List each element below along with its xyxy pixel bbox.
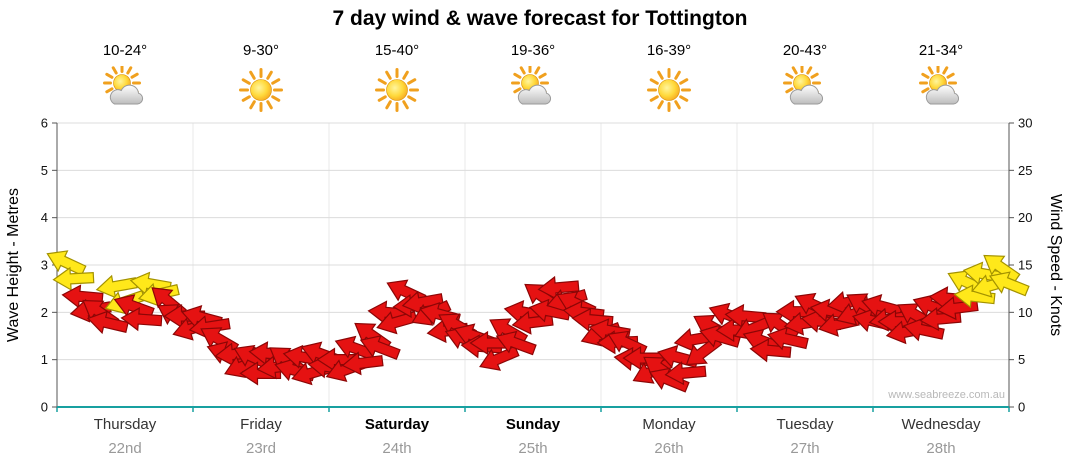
day-label: Wednesday 28th — [901, 416, 981, 457]
day-label: Sunday 25th — [505, 416, 561, 457]
right-axis-tick-label: 20 — [1018, 210, 1032, 225]
right-axis-tick-label: 30 — [1018, 116, 1032, 131]
sun-rays — [239, 68, 283, 112]
sun-cloud-icon — [57, 66, 193, 114]
left-axis-tick-label: 3 — [41, 258, 48, 273]
sun-icon — [193, 66, 329, 114]
wind-arrow — [113, 294, 155, 319]
left-axis-tick-label: 2 — [41, 305, 48, 320]
temperature-range: 9-30° — [242, 42, 280, 59]
cloud — [517, 84, 552, 105]
day-label: Monday 26th — [642, 416, 696, 457]
wind-arrow — [95, 274, 138, 299]
wind-arrow — [341, 351, 384, 376]
right-axis-tick-label: 25 — [1018, 163, 1032, 178]
forecast-day-column: 20-43° — [737, 42, 873, 114]
wind-arrow — [766, 326, 809, 351]
temperature-range: 21-34° — [918, 42, 964, 59]
sun-cloud-icon — [737, 66, 873, 114]
wind-arrow — [902, 317, 945, 342]
left-axis-tick-label: 5 — [41, 163, 48, 178]
left-axis-tick-label: 6 — [41, 116, 48, 131]
sun-icon — [601, 66, 737, 114]
wind-arrow — [537, 275, 580, 300]
right-axis-tick-label: 15 — [1018, 258, 1032, 273]
right-axis-tick-label: 0 — [1018, 400, 1025, 415]
sun-icon — [329, 66, 465, 114]
wind-arrow — [359, 335, 401, 360]
day-label: Thursday 22nd — [93, 416, 157, 457]
wind-arrow — [724, 303, 767, 328]
wind-arrow — [983, 254, 1021, 284]
forecast-day-column: 16-39° — [601, 42, 737, 114]
forecast-day-column: 15-40° — [329, 42, 465, 114]
temperature-range: 10-24° — [102, 42, 148, 59]
day-label: Tuesday 27th — [776, 416, 834, 457]
sun-rays — [647, 68, 691, 112]
day-label: Friday 23rd — [240, 416, 282, 457]
forecast-day-column: 10-24° — [57, 42, 193, 114]
right-axis-tick-label: 5 — [1018, 352, 1025, 367]
wind-arrow — [120, 307, 163, 332]
left-axis-tick-label: 4 — [41, 210, 48, 225]
cloud — [109, 84, 144, 105]
page-title: 7 day wind & wave forecast for Tottingto… — [332, 7, 748, 30]
left-axis-tick-label: 0 — [41, 400, 48, 415]
sun-cloud-icon — [465, 66, 601, 114]
temperature-range: 19-36° — [510, 42, 556, 59]
temperature-range: 20-43° — [782, 42, 828, 59]
wind-arrow — [52, 266, 95, 291]
forecast-day-column: 21-34° — [873, 42, 1009, 114]
right-axis-tick-label: 10 — [1018, 305, 1032, 320]
cloud — [925, 84, 960, 105]
temperature-range: 16-39° — [646, 42, 692, 59]
wind-arrow — [664, 361, 707, 386]
wind-arrow — [988, 271, 1030, 297]
temperature-range: 15-40° — [374, 42, 420, 59]
wind-arrow — [495, 330, 537, 356]
day-label: Saturday 24th — [364, 416, 430, 457]
watermark: www.seabreeze.com.au — [888, 389, 1005, 401]
sun-cloud-icon — [873, 66, 1009, 114]
wind-arrow — [749, 338, 792, 363]
wind-arrow — [86, 310, 129, 335]
cloud — [789, 84, 824, 105]
wind-arrow — [46, 250, 87, 276]
forecast-day-column: 19-36° — [465, 42, 601, 114]
forecast-day-column: 9-30° — [193, 42, 329, 114]
left-axis-tick-label: 1 — [41, 352, 48, 367]
wind-arrow — [648, 367, 690, 393]
sun-rays — [375, 68, 419, 112]
